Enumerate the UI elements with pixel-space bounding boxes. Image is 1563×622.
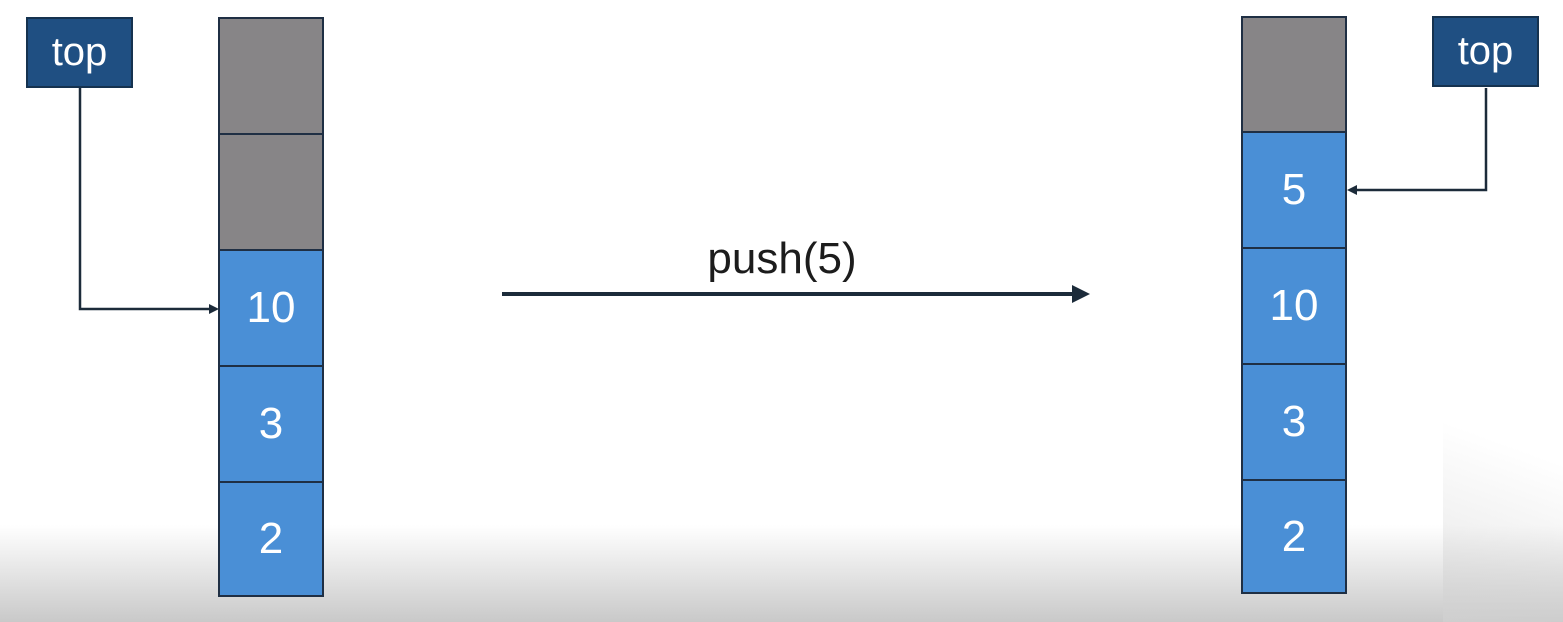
stack-after: 5 10 3 2 bbox=[1241, 16, 1347, 594]
operation-arrowhead bbox=[1072, 285, 1090, 303]
stack-cell-empty bbox=[218, 133, 324, 251]
stack-cell-empty bbox=[1241, 16, 1347, 133]
background-shade bbox=[1443, 330, 1563, 622]
stack-cell: 10 bbox=[1241, 247, 1347, 365]
top-pointer-label-before: top bbox=[26, 17, 133, 88]
stack-cell: 3 bbox=[218, 365, 324, 483]
stack-cell: 3 bbox=[1241, 363, 1347, 481]
pointer-line-after bbox=[1356, 88, 1488, 192]
stack-cell: 2 bbox=[218, 481, 324, 597]
top-pointer-label-after: top bbox=[1432, 16, 1539, 87]
stack-cell: 10 bbox=[218, 249, 324, 367]
operation-label: push(5) bbox=[707, 234, 857, 283]
pointer-arrowhead-after bbox=[1347, 185, 1357, 195]
pointer-line-before bbox=[78, 88, 210, 311]
stack-cell: 2 bbox=[1241, 479, 1347, 594]
pointer-arrowhead-before bbox=[209, 304, 219, 314]
stack-before: 10 3 2 bbox=[218, 17, 324, 597]
